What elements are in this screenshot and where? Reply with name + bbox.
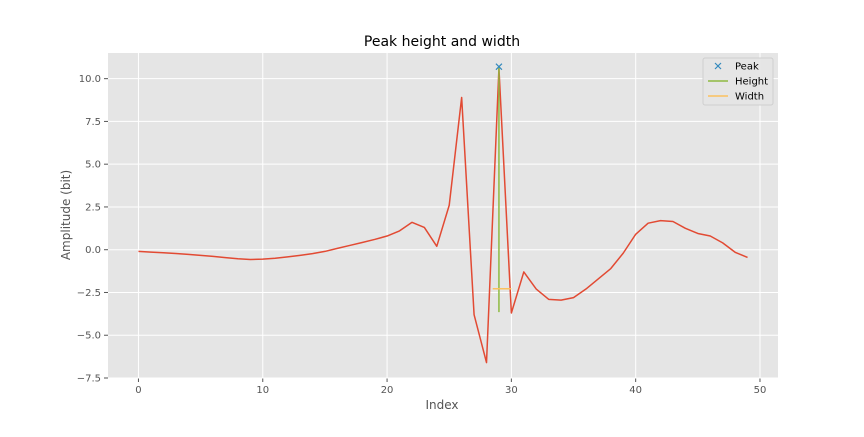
legend-label: Height (735, 77, 768, 88)
y-axis-label: Amplitude (bit) (59, 170, 73, 260)
chart-title: Peak height and width (364, 34, 520, 50)
x-tick-label: 10 (256, 385, 269, 396)
x-tick-label: 40 (629, 385, 642, 396)
legend-label: Width (735, 92, 764, 103)
y-tick-label: 7.5 (85, 117, 101, 128)
y-tick-label: 2.5 (85, 202, 101, 213)
legend-peak-icon (714, 62, 722, 70)
x-tick-label: 20 (381, 385, 394, 396)
y-tick-label: −5.0 (77, 331, 101, 342)
plot-background (108, 53, 778, 378)
signal-line (138, 67, 748, 364)
legend-label: Peak (735, 62, 759, 73)
legend: Peak Height Width (702, 57, 774, 106)
y-tick-label: 10.0 (79, 74, 101, 85)
peak-marker-stroke (495, 63, 503, 71)
y-tick-label: 0.0 (85, 245, 101, 256)
plot-area: 0 10 20 30 40 50 −7.5 −5.0 −2.5 0.0 2.5 5.0 7.5 10.0 P… (77, 53, 778, 396)
y-tick-label: −2.5 (77, 288, 101, 299)
y-tick-label: 5.0 (85, 160, 101, 171)
y-tick-label: −7.5 (77, 374, 101, 385)
x-tick-label: 30 (505, 385, 518, 396)
x-axis-label: Index (425, 398, 458, 412)
x-tick-label: 0 (135, 385, 141, 396)
legend-box (702, 57, 774, 106)
x-tick-label: 50 (754, 385, 767, 396)
peak-marker (495, 63, 503, 71)
